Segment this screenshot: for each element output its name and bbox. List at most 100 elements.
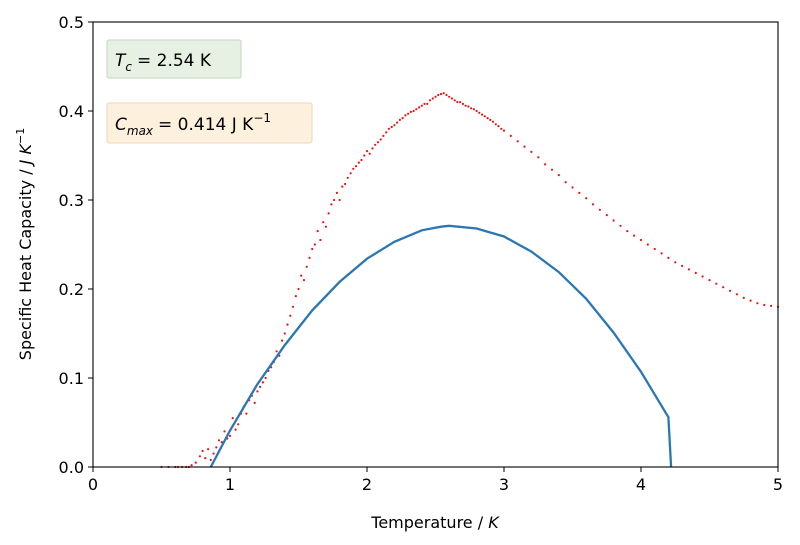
data-point — [341, 185, 344, 188]
data-point — [330, 203, 333, 206]
data-point — [291, 305, 295, 308]
data-point — [346, 176, 349, 179]
data-point — [256, 390, 259, 393]
annotation-cmax-sup: −1 — [253, 111, 271, 125]
data-point — [633, 234, 636, 237]
data-point — [300, 274, 303, 277]
annotation-tc: Tc = 2.54 K — [106, 39, 242, 79]
data-point — [434, 95, 437, 98]
data-point — [217, 439, 221, 442]
data-point — [461, 102, 464, 105]
data-point — [283, 332, 286, 335]
data-point — [261, 381, 264, 384]
data-point — [401, 117, 404, 120]
data-point — [423, 102, 426, 105]
data-point — [646, 243, 649, 246]
data-point — [322, 221, 325, 224]
data-point — [393, 124, 396, 127]
data-point — [308, 256, 311, 259]
data-point — [464, 104, 467, 107]
data-point — [653, 247, 656, 251]
data-point — [578, 191, 581, 194]
data-point — [407, 112, 410, 115]
data-point — [530, 150, 533, 153]
data-point — [281, 339, 284, 342]
data-point — [212, 452, 215, 455]
data-point — [319, 238, 322, 242]
annotation-cmax-sub: max — [127, 124, 154, 138]
data-point — [209, 458, 212, 461]
data-point — [502, 129, 506, 132]
data-point — [591, 203, 595, 206]
data-point — [297, 287, 300, 291]
x-tick-label: 4 — [636, 475, 646, 494]
data-point — [537, 156, 540, 159]
data-point — [245, 412, 248, 415]
data-point — [426, 102, 429, 105]
data-point — [749, 299, 752, 302]
data-point — [207, 448, 210, 451]
data-point — [494, 123, 497, 126]
y-tick-label: 0.4 — [59, 102, 84, 121]
data-point — [338, 198, 341, 202]
data-point — [204, 457, 207, 460]
data-point — [509, 134, 512, 137]
data-point — [708, 279, 711, 282]
data-point — [368, 152, 371, 155]
data-point — [344, 182, 347, 186]
data-point — [478, 111, 481, 114]
fit-curve-line — [209, 224, 673, 468]
data-layer — [160, 92, 780, 469]
data-point — [382, 134, 385, 137]
data-point — [333, 198, 336, 202]
data-point — [612, 219, 615, 222]
data-point — [557, 174, 560, 177]
y-tick-label: 0.3 — [59, 191, 84, 210]
data-point — [619, 224, 622, 227]
x-axis-label: Temperature / K — [370, 513, 500, 532]
annotation-cmax-value: = 0.414 J K — [158, 115, 254, 135]
data-point — [722, 286, 725, 289]
data-point — [409, 110, 412, 113]
data-point — [431, 97, 434, 100]
data-point — [311, 247, 314, 251]
data-point — [396, 121, 399, 124]
data-point — [349, 172, 352, 175]
data-point — [428, 99, 432, 102]
data-point — [715, 282, 718, 285]
data-point — [770, 304, 773, 307]
plot-frame — [92, 21, 779, 468]
data-point — [483, 115, 486, 118]
data-point — [371, 147, 374, 150]
data-point — [231, 417, 234, 420]
data-point — [379, 138, 382, 141]
data-point — [470, 107, 473, 110]
y-tick-label: 0.0 — [59, 458, 84, 477]
data-point — [305, 265, 308, 268]
y-tick-label: 0.5 — [59, 13, 84, 32]
data-point — [194, 461, 197, 464]
data-point — [486, 117, 489, 120]
data-point — [313, 243, 316, 246]
data-point — [523, 145, 526, 148]
data-point — [729, 289, 732, 292]
annotation-cmax-text: Cmax = 0.414 J K−1 — [115, 111, 271, 138]
data-point — [694, 271, 697, 275]
data-point — [201, 449, 204, 453]
data-point — [418, 106, 421, 109]
data-point — [376, 141, 380, 144]
data-point — [459, 101, 462, 104]
data-point — [701, 275, 704, 278]
data-point — [605, 214, 608, 217]
data-point — [223, 430, 226, 433]
data-point — [374, 143, 377, 146]
data-point — [639, 238, 643, 242]
data-point — [626, 230, 629, 233]
data-point — [198, 455, 201, 458]
data-point — [453, 99, 456, 102]
data-point — [264, 376, 267, 380]
data-point — [489, 118, 492, 121]
data-point — [215, 446, 218, 449]
